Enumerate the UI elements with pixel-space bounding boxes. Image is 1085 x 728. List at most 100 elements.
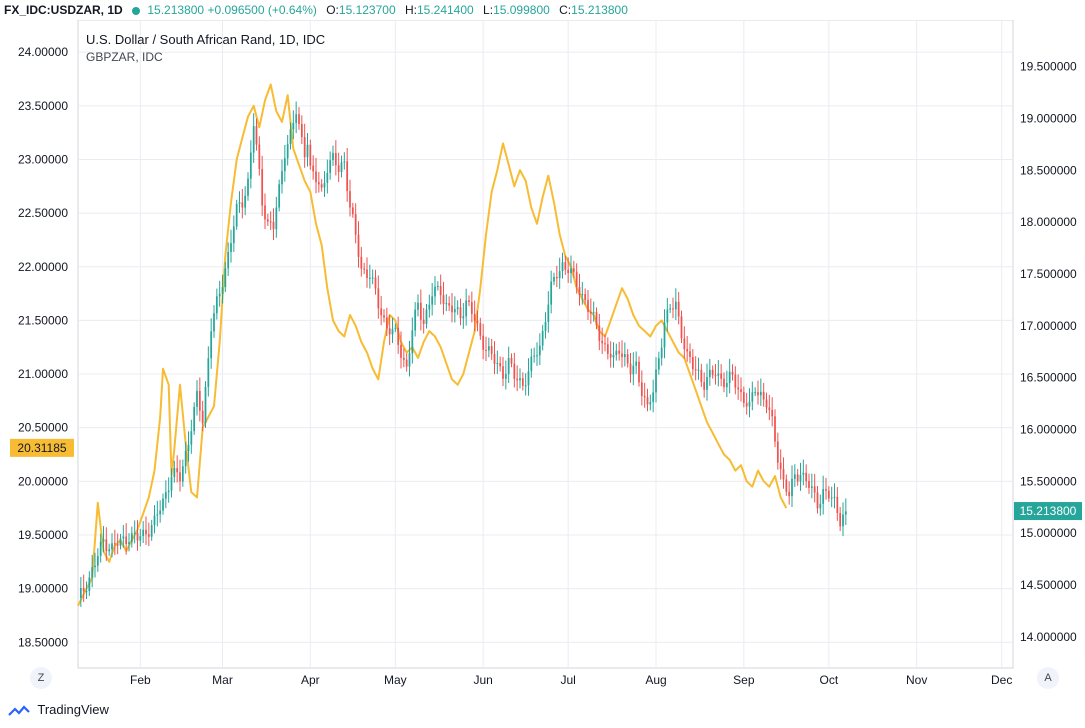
candle-body xyxy=(119,538,122,546)
candle-body xyxy=(326,172,329,183)
candle-body xyxy=(830,497,833,499)
candle-body xyxy=(247,178,249,196)
high-label: H: xyxy=(404,3,417,17)
candle-body xyxy=(99,541,102,556)
candle-body xyxy=(346,161,349,192)
left-axis: 18.50000 19.00000 19.50000 20.00000 20.50000… xyxy=(18,45,68,649)
candle-body xyxy=(408,353,411,367)
footer: TradingView xyxy=(0,698,300,722)
candle-body xyxy=(751,392,754,402)
candle-body xyxy=(428,304,431,310)
candle-body xyxy=(796,474,799,482)
candle-body xyxy=(533,355,536,357)
candle-body xyxy=(827,490,830,499)
left-tick-label: 23.00000 xyxy=(18,152,68,166)
right-price-marker xyxy=(1014,502,1082,521)
candle-body xyxy=(663,322,666,348)
candle-body xyxy=(122,536,125,539)
time-tick-label: Sep xyxy=(733,673,755,687)
candle-body xyxy=(572,268,575,272)
candle-body xyxy=(805,472,808,482)
candle-body xyxy=(657,358,660,370)
candle-body xyxy=(385,317,388,329)
symbol-label[interactable]: FX_IDC:USDZAR, 1D xyxy=(4,3,123,17)
candle-body xyxy=(224,268,227,288)
candle-body xyxy=(774,416,776,442)
time-tick-label: May xyxy=(384,673,407,687)
left-price-marker-label: 20.31185 xyxy=(17,441,66,455)
candle-body xyxy=(655,369,657,393)
candle-body xyxy=(439,286,442,296)
candle-body xyxy=(725,383,728,388)
candle-body xyxy=(714,375,717,377)
right-tick-label: 17.000000 xyxy=(1020,319,1077,333)
candle-body xyxy=(635,361,638,366)
right-axis: 14.000000 14.500000 15.000000 15.500000 16.0… xyxy=(1020,60,1077,644)
candle-body xyxy=(371,277,374,279)
candle-body xyxy=(836,496,839,514)
candle-body xyxy=(102,539,105,542)
candle-body xyxy=(468,300,470,303)
candle-body xyxy=(825,489,827,491)
candle-body xyxy=(167,490,170,493)
candle-body xyxy=(779,462,782,469)
candle-body xyxy=(258,144,261,169)
candle-body xyxy=(360,256,363,269)
candle-body xyxy=(230,243,232,252)
right-tick-label: 15.500000 xyxy=(1020,474,1077,488)
gbpzar-series-line xyxy=(77,83,788,607)
candle-body xyxy=(649,401,652,405)
price-chart[interactable]: 18.50000 19.00000 19.50000 20.00000 20.50000… xyxy=(0,19,1085,690)
candle-body xyxy=(128,542,130,545)
candle-body xyxy=(482,335,485,350)
time-tick-label: Jun xyxy=(473,673,492,687)
candle-body xyxy=(598,325,601,341)
candle-body xyxy=(530,356,533,372)
candle-body xyxy=(799,474,802,482)
left-axis-auto-button[interactable]: Z xyxy=(30,667,52,689)
candle-body xyxy=(241,202,244,208)
candle-body xyxy=(822,489,825,504)
candle-body xyxy=(113,543,116,545)
candle-body xyxy=(589,311,592,314)
candle-body xyxy=(816,492,819,509)
candle-body xyxy=(448,303,451,306)
candle-body xyxy=(666,309,669,323)
candle-body xyxy=(173,468,176,477)
candle-body xyxy=(289,129,292,145)
candle-body xyxy=(337,165,340,173)
candle-body xyxy=(275,207,278,230)
last-price: 15.213800 xyxy=(147,3,205,17)
right-tick-label: 16.500000 xyxy=(1020,371,1077,385)
time-axis: Feb Mar Apr May Jun Jul Aug Sep Oct Nov Dec xyxy=(130,673,1012,687)
candle-body xyxy=(785,479,788,492)
candle-body xyxy=(734,374,737,388)
candle-body xyxy=(643,396,646,398)
candle-body xyxy=(720,373,723,379)
candle-body xyxy=(147,534,150,537)
candle-body xyxy=(105,539,108,552)
candle-body xyxy=(431,296,434,305)
close-label: C: xyxy=(559,3,572,17)
chart-area[interactable]: 18.50000 19.00000 19.50000 20.00000 20.50000… xyxy=(0,19,1085,690)
candle-body xyxy=(377,288,380,309)
candle-body xyxy=(706,377,708,390)
candle-body xyxy=(303,137,306,158)
candle-body xyxy=(558,271,561,279)
candle-body xyxy=(623,354,626,358)
low-value: 15.099800 xyxy=(493,3,550,17)
candle-body xyxy=(842,514,844,527)
candle-body xyxy=(844,511,847,515)
right-axis-auto-button[interactable]: A xyxy=(1037,667,1059,689)
time-tick-label: Nov xyxy=(906,673,927,687)
candle-body xyxy=(125,536,128,545)
candle-body xyxy=(544,321,547,331)
tradingview-brand[interactable]: TradingView xyxy=(37,702,109,717)
candle-body xyxy=(487,346,490,351)
candle-body xyxy=(700,369,703,383)
candle-body xyxy=(470,302,473,314)
candle-body xyxy=(771,409,774,417)
candle-body xyxy=(179,472,181,482)
candle-body xyxy=(388,328,391,335)
gbpzar-line xyxy=(77,83,788,607)
